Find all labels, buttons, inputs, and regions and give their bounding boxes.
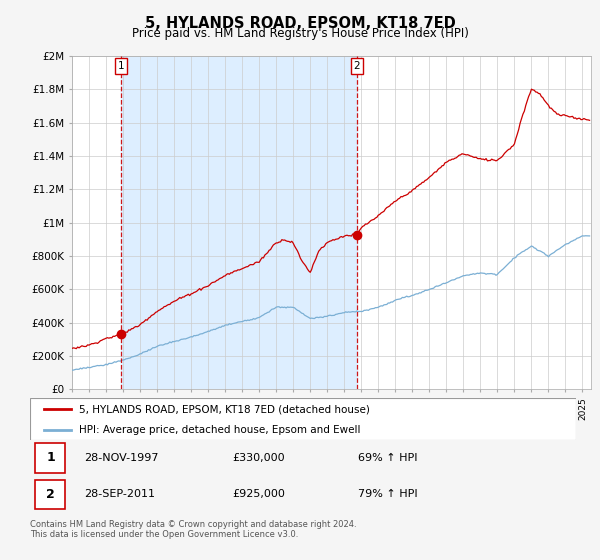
- Text: 5, HYLANDS ROAD, EPSOM, KT18 7ED (detached house): 5, HYLANDS ROAD, EPSOM, KT18 7ED (detach…: [79, 404, 370, 414]
- Text: Price paid vs. HM Land Registry's House Price Index (HPI): Price paid vs. HM Land Registry's House …: [131, 27, 469, 40]
- Text: Contains HM Land Registry data © Crown copyright and database right 2024.
This d: Contains HM Land Registry data © Crown c…: [30, 520, 356, 539]
- Text: £925,000: £925,000: [232, 489, 285, 499]
- Bar: [121, 56, 357, 389]
- Text: 1: 1: [118, 61, 125, 71]
- Text: 79% ↑ HPI: 79% ↑ HPI: [358, 489, 417, 499]
- Text: 5, HYLANDS ROAD, EPSOM, KT18 7ED: 5, HYLANDS ROAD, EPSOM, KT18 7ED: [145, 16, 455, 31]
- Text: 28-NOV-1997: 28-NOV-1997: [85, 453, 159, 463]
- Bar: [35, 479, 65, 509]
- Text: 28-SEP-2011: 28-SEP-2011: [85, 489, 155, 499]
- Text: 69% ↑ HPI: 69% ↑ HPI: [358, 453, 417, 463]
- Text: £330,000: £330,000: [232, 453, 284, 463]
- Text: 2: 2: [46, 488, 55, 501]
- Text: 2: 2: [354, 61, 361, 71]
- Bar: [35, 443, 65, 473]
- Text: HPI: Average price, detached house, Epsom and Ewell: HPI: Average price, detached house, Epso…: [79, 426, 361, 435]
- Text: 1: 1: [46, 451, 55, 464]
